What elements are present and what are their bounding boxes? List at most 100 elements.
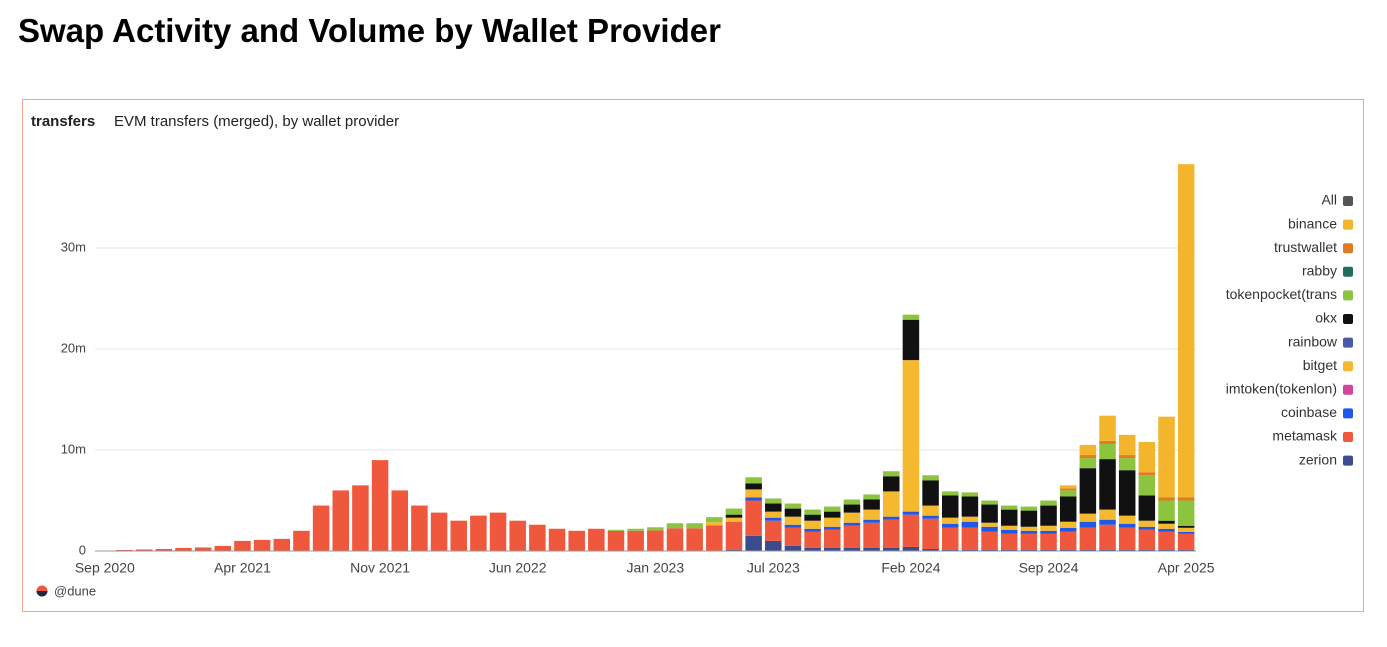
bar-segment [1059,485,1077,489]
legend-label: binance [1288,215,1337,231]
bar-segment [647,527,664,531]
bar-segment [607,530,625,551]
bar-segment [135,549,153,551]
bar-segment [824,526,841,530]
bar-segment [430,512,448,551]
bar-segment [843,522,861,526]
bar-segment [961,527,979,550]
bar-segment [981,526,998,532]
legend-swatch [1343,455,1353,466]
bar-segment [1138,472,1156,476]
bar-segment [1177,549,1195,551]
bar-segment [1040,549,1057,551]
bar-segment [922,475,939,481]
bar-segment [1079,455,1097,459]
bar-segment [234,540,251,551]
bar-segment [489,512,507,551]
bar-segment [863,522,880,548]
bar-segment [902,514,920,547]
bar-segment [863,494,880,500]
bar-segment [765,503,782,512]
y-tick-label: 10m [61,441,86,456]
bar-segment [804,528,821,532]
legend-swatch [1343,196,1353,206]
bar-segment [843,512,861,523]
bar-segment [470,515,487,551]
bar-segment [745,497,762,501]
bar-segment [1118,527,1136,550]
bar-segment [981,504,998,523]
bar-segment [1079,444,1097,456]
bar-segment [273,538,291,551]
bar-segment [1158,531,1175,550]
bar-segment [1158,528,1175,532]
bar-segment [1000,529,1018,534]
bar-segment [391,490,408,551]
bar-segment [883,476,900,492]
dune-logo-shade [36,591,48,597]
bar-segment [784,527,802,546]
bar-segment [1079,468,1097,514]
bar-segment [981,531,998,550]
bar-segment [1020,526,1038,531]
bar-segment [1040,533,1057,550]
bar-segment [1079,513,1097,522]
bar-segment [1000,533,1018,550]
bar-segment [725,517,743,522]
bar-segment [1059,531,1077,550]
bar-segment [1079,527,1097,550]
bar-segment [1020,549,1038,551]
bar-segment [1118,515,1136,524]
bar-segment [666,528,684,551]
bar-segment [1040,500,1057,506]
bar-segment [1177,533,1195,550]
bar-segment [745,535,762,551]
bar-segment [1158,500,1175,521]
bar-segment [666,523,684,529]
bar-segment [902,319,920,361]
bar-segment [1138,475,1156,496]
bar-segment [116,549,133,551]
bar-segment [765,511,782,518]
legend-label: okx [1315,310,1337,326]
bar-segment [1138,526,1156,530]
bar-segment [824,511,841,518]
legend-swatch [1343,432,1353,442]
bar-segment [1059,527,1077,532]
bar-segment [745,489,762,498]
bar-segment [529,524,546,551]
legend-label: trustwallet [1274,239,1337,255]
bar-segment [725,514,743,518]
bar-segment [371,460,389,551]
bar-segment [804,509,821,515]
bar-segment [1099,459,1116,510]
bar-segment [1000,509,1018,526]
bar-segment [1079,549,1097,551]
bar-segment [1118,470,1136,516]
bar-segment [843,525,861,548]
bar-segment [824,529,841,548]
bar-segment [804,531,821,548]
x-tick-label: Jan 2023 [627,560,685,576]
bar-segment [1118,549,1136,551]
x-tick-label: Sep 2020 [75,560,135,576]
bar-segment [1099,524,1116,550]
bar-segment [293,530,310,551]
bar-segment [883,547,900,551]
bar-segment [1000,549,1018,551]
bar-segment [1099,519,1116,525]
bar-segment [725,508,743,515]
bar-segment [1020,530,1038,534]
bar-segment [1177,164,1195,498]
bar-segment [745,477,762,484]
bar-segment [312,505,330,551]
legend-swatch [1343,266,1353,277]
bar-segment [253,539,271,551]
bar-segment [883,491,900,517]
x-tick-label: Nov 2021 [350,560,410,576]
bar-segment [548,528,566,551]
page-title: Swap Activity and Volume by Wallet Provi… [18,12,721,49]
bar-segment [647,530,664,551]
bar-segment [627,530,644,551]
bar-segment [1158,523,1175,529]
